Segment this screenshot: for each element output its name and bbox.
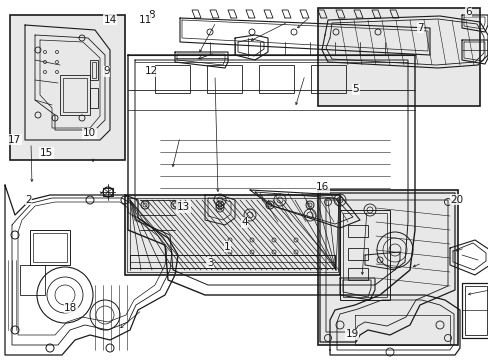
- Bar: [60, 75, 90, 115]
- Text: 20: 20: [450, 195, 463, 205]
- Bar: [30, 230, 70, 265]
- Bar: [347, 248, 367, 260]
- Text: 7: 7: [416, 23, 423, 33]
- Text: 10: 10: [83, 128, 96, 138]
- Text: 2: 2: [25, 195, 32, 205]
- Bar: [33, 233, 67, 262]
- Text: 8: 8: [148, 10, 155, 20]
- Bar: [461, 283, 488, 338]
- Bar: [339, 210, 389, 300]
- Text: 1: 1: [224, 242, 230, 252]
- Bar: [317, 8, 479, 106]
- Text: 5: 5: [352, 84, 359, 94]
- Bar: [317, 8, 479, 106]
- Bar: [125, 195, 339, 275]
- Bar: [92, 62, 96, 78]
- Bar: [90, 88, 98, 108]
- Bar: [10, 15, 125, 160]
- Bar: [259, 65, 293, 93]
- Text: 19: 19: [345, 329, 358, 339]
- Bar: [347, 268, 367, 280]
- Bar: [342, 213, 386, 297]
- Bar: [20, 265, 45, 295]
- Bar: [317, 190, 457, 345]
- Text: 9: 9: [103, 66, 110, 76]
- Text: 11: 11: [138, 15, 152, 25]
- Text: 13: 13: [176, 202, 190, 212]
- Bar: [317, 190, 457, 345]
- Text: 4: 4: [241, 217, 247, 228]
- Text: 3: 3: [206, 258, 213, 268]
- Bar: [90, 60, 98, 80]
- Text: 6: 6: [464, 6, 471, 17]
- Bar: [125, 195, 339, 275]
- Bar: [103, 188, 113, 196]
- Text: 14: 14: [103, 15, 117, 25]
- Text: 12: 12: [144, 66, 158, 76]
- Text: 15: 15: [40, 148, 53, 158]
- Bar: [310, 65, 346, 93]
- Bar: [347, 225, 367, 237]
- Bar: [10, 15, 125, 160]
- Bar: [464, 286, 486, 335]
- Bar: [155, 65, 190, 93]
- Bar: [63, 78, 87, 112]
- Text: 17: 17: [8, 135, 21, 145]
- Text: 18: 18: [64, 303, 78, 313]
- Bar: [206, 65, 242, 93]
- Text: 16: 16: [315, 182, 329, 192]
